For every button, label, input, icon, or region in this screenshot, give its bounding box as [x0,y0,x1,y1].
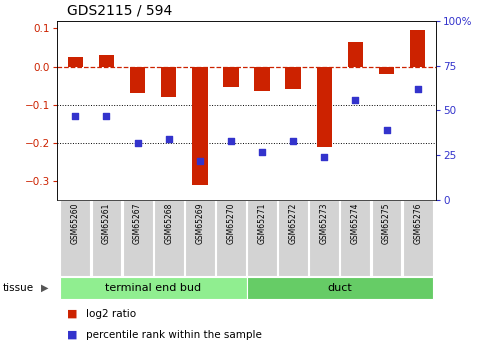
Point [134,140,141,146]
Point [103,113,110,119]
Bar [61,200,90,276]
Point [71,113,79,119]
Bar [216,200,246,276]
Bar [246,277,433,299]
Bar [92,200,121,276]
Bar [254,67,270,91]
Bar [410,30,425,67]
Text: GSM65261: GSM65261 [102,203,111,244]
Text: GSM65274: GSM65274 [351,203,360,244]
Text: GSM65276: GSM65276 [413,203,422,244]
Point [352,97,359,102]
Text: GDS2115 / 594: GDS2115 / 594 [67,3,172,17]
Bar [99,55,114,67]
Bar [192,67,208,185]
Bar [161,67,176,97]
Bar [403,200,432,276]
Bar [185,200,215,276]
Bar [278,200,308,276]
Text: terminal end bud: terminal end bud [105,283,201,293]
Bar [247,200,277,276]
Bar [68,57,83,67]
Point [258,149,266,155]
Point [289,138,297,144]
Point [414,86,422,92]
Text: GSM65269: GSM65269 [195,203,204,244]
Text: ▶: ▶ [40,283,48,293]
Text: ■: ■ [67,330,77,339]
Bar [317,67,332,147]
Text: log2 ratio: log2 ratio [86,309,137,319]
Bar [223,67,239,88]
Text: ■: ■ [67,309,77,319]
Text: duct: duct [327,283,352,293]
Bar [60,277,246,299]
Point [383,127,390,133]
Bar [130,67,145,93]
Point [320,154,328,160]
Bar [379,67,394,74]
Bar [372,200,401,276]
Text: GSM65272: GSM65272 [289,203,298,244]
Bar [309,200,339,276]
Point [227,138,235,144]
Text: percentile rank within the sample: percentile rank within the sample [86,330,262,339]
Bar [123,200,152,276]
Point [165,136,173,142]
Text: GSM65271: GSM65271 [257,203,267,244]
Bar [341,200,370,276]
Text: GSM65275: GSM65275 [382,203,391,244]
Text: GSM65270: GSM65270 [226,203,236,244]
Point [196,158,204,164]
Bar [154,200,184,276]
Bar [285,67,301,89]
Text: GSM65260: GSM65260 [71,203,80,244]
Text: tissue: tissue [2,283,34,293]
Bar [348,42,363,67]
Text: GSM65268: GSM65268 [164,203,173,244]
Text: GSM65273: GSM65273 [320,203,329,244]
Text: GSM65267: GSM65267 [133,203,142,244]
